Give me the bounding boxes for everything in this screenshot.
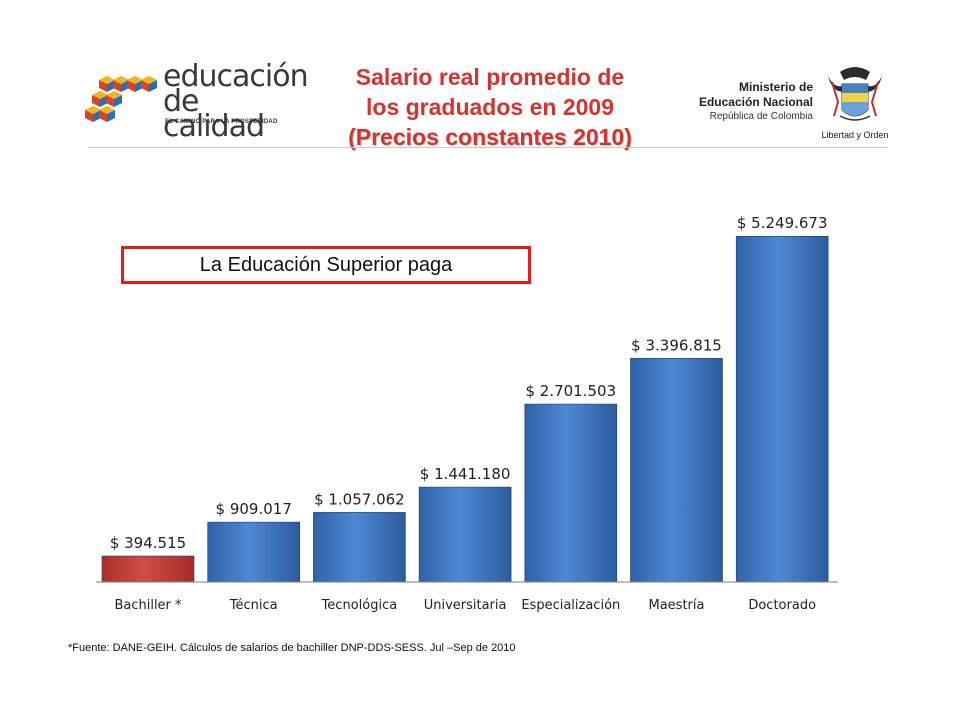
logo-line-2: de calidad: [163, 84, 265, 144]
data-label-1: $ 909.017: [216, 500, 292, 518]
title-line-1: Salario real promedio de: [355, 64, 625, 90]
data-label-5: $ 3.396.815: [631, 336, 722, 354]
colombia-coat-of-arms-icon: Libertad y Orden: [821, 67, 889, 140]
header-divider: [88, 147, 888, 148]
data-label-4: $ 2.701.503: [525, 382, 616, 400]
category-label-6: Doctorado: [748, 598, 816, 613]
bar-3: [418, 486, 512, 583]
ministry-label: Ministerio de Educación Nacional Repúbli…: [690, 80, 813, 123]
category-label-1: Técnica: [229, 598, 278, 613]
footnote: *Fuente: DANE-GEIH. Cálculos de salarios…: [68, 642, 516, 654]
bar-0: [101, 555, 195, 583]
title-line-3: (Precios constantes 2010): [348, 124, 632, 150]
title-line-2: los graduados en 2009: [366, 94, 614, 120]
logo-tagline: EL CAMINO PARA LA PROSPERIDAD: [165, 119, 278, 125]
bar-4: [524, 403, 618, 583]
labels-group: $ 394.515 Bachiller * $ 909.017 Técnica $ 1.…: [110, 214, 828, 613]
page-title: Salario real promedio de los graduados e…: [300, 62, 680, 152]
educacion-de-calidad-logo: educación de calidad EL CAMINO PARA LA P…: [85, 62, 309, 142]
category-label-0: Bachiller *: [114, 598, 182, 613]
bar-6: [735, 235, 829, 583]
data-label-2: $ 1.057.062: [314, 490, 405, 508]
category-label-3: Universitaria: [424, 598, 507, 613]
ministry-line-1: Ministerio de: [738, 80, 813, 94]
seal-motto: Libertad y Orden: [821, 130, 888, 140]
callout-box: La Educación Superior paga: [121, 246, 531, 284]
bar-5: [630, 357, 723, 583]
logo-line-1: educación: [163, 59, 309, 94]
logo-wordmark: educación de calidad: [163, 59, 309, 144]
category-label-2: Tecnológica: [321, 598, 398, 613]
category-label-4: Especialización: [521, 598, 620, 613]
bar-2: [313, 512, 406, 583]
ministry-line-2: Educación Nacional: [698, 95, 813, 109]
colored-cubes-icon: [85, 76, 157, 122]
ministry-line-3: República de Colombia: [709, 111, 813, 122]
bar-1: [207, 521, 300, 583]
category-label-5: Maestría: [649, 598, 705, 613]
data-label-6: $ 5.249.673: [737, 214, 828, 232]
data-label-0: $ 394.515: [110, 534, 186, 552]
bars-group: [101, 235, 829, 583]
data-label-3: $ 1.441.180: [420, 465, 511, 483]
